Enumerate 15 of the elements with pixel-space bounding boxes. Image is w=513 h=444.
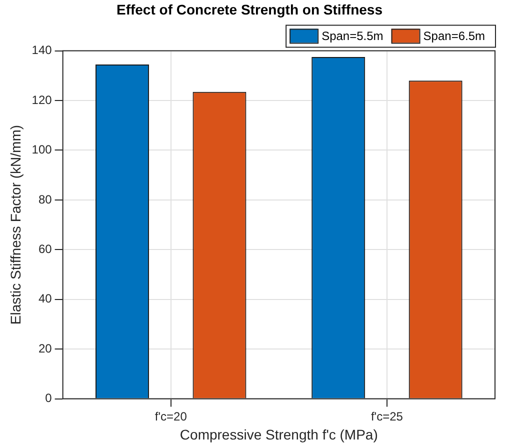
x-tick-label: f'c=20 [154,409,188,424]
x-axis-title: Compressive Strength f'c (MPa) [180,426,378,442]
x-tick-label: f'c=25 [370,409,404,424]
y-tick-label: 0 [45,391,52,406]
legend-label: Span=5.5m [322,29,384,44]
y-tick-label: 100 [32,142,52,157]
y-tick-label: 40 [38,292,52,306]
y-tick-label: 20 [38,341,52,356]
y-tick-label: 80 [38,192,52,206]
chart-title: Effect of Concrete Strength on Stiffness [116,1,383,18]
y-tick-label: 140 [32,43,52,58]
legend-label: Span=6.5m [423,29,486,44]
y-tick-label: 120 [32,92,52,107]
y-axis-title: Elastic Stiffness Factor (kN/mm) [7,124,24,325]
y-tick-label: 60 [38,242,52,256]
